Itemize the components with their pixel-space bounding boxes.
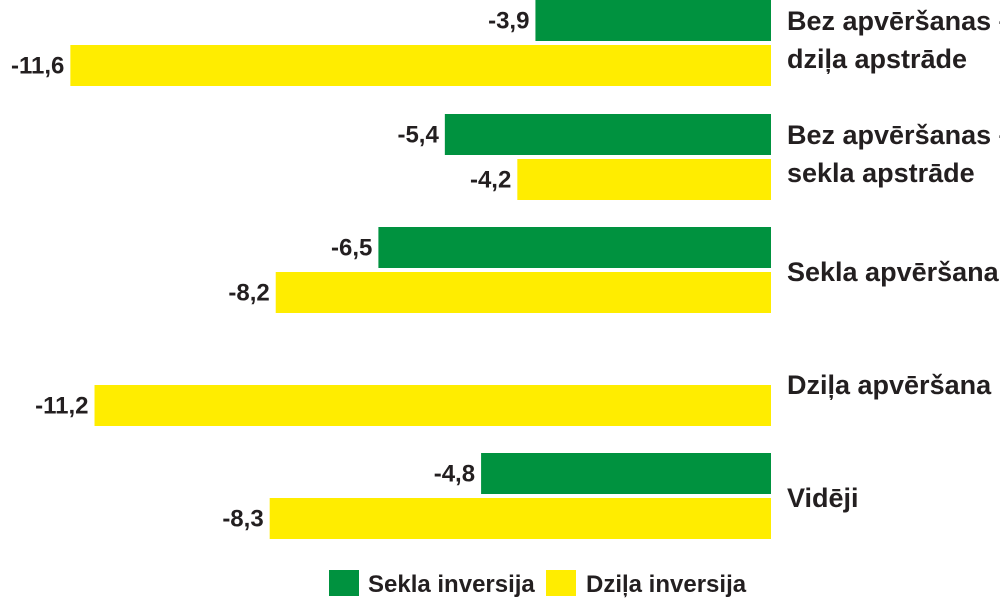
legend-label-dzila: Dziļa inversija — [586, 571, 747, 598]
bar-sekla-0 — [535, 0, 771, 41]
legend-label-sekla: Sekla inversija — [368, 571, 535, 598]
value-label-dzila-1: -4,2 — [470, 167, 511, 194]
value-label-sekla-4: -4,8 — [434, 461, 475, 488]
value-label-dzila-3: -11,2 — [35, 393, 88, 420]
bars-layer — [70, 0, 772, 539]
category-label-0-1: dziļa apstrāde — [787, 44, 967, 74]
category-label-2-0: Sekla apvēršana — [787, 257, 1000, 287]
labels-layer: -3,9 -11,6 Bez apvēršanas – dziļa apstrāde -… — [11, 6, 1000, 533]
legend: Sekla inversija Dziļa inversija — [329, 570, 747, 598]
category-label-4-0: Vidēji — [787, 483, 859, 513]
value-label-sekla-1: -5,4 — [397, 122, 439, 149]
value-label-sekla-2: -6,5 — [331, 235, 372, 262]
bar-dzila-0 — [70, 45, 772, 86]
value-label-dzila-0: -11,6 — [11, 53, 64, 80]
value-label-dzila-4: -8,3 — [222, 506, 263, 533]
category-label-3-0: Dziļa apvēršana — [787, 370, 992, 400]
bar-dzila-4 — [269, 498, 771, 539]
category-label-1-0: Bez apvēršanas – — [787, 120, 1000, 150]
bar-dzila-3 — [94, 385, 771, 426]
bar-dzila-1 — [517, 159, 771, 200]
value-label-sekla-0: -3,9 — [488, 8, 529, 35]
value-label-dzila-2: -8,2 — [228, 280, 269, 307]
bar-dzila-2 — [275, 272, 771, 313]
legend-swatch-dzila — [546, 570, 576, 596]
bar-sekla-1 — [444, 114, 771, 155]
bar-sekla-2 — [378, 227, 771, 268]
category-label-1-1: sekla apstrāde — [787, 158, 975, 188]
bar-sekla-4 — [481, 453, 771, 494]
category-label-0-0: Bez apvēršanas – — [787, 6, 1000, 36]
legend-swatch-sekla — [329, 570, 359, 596]
